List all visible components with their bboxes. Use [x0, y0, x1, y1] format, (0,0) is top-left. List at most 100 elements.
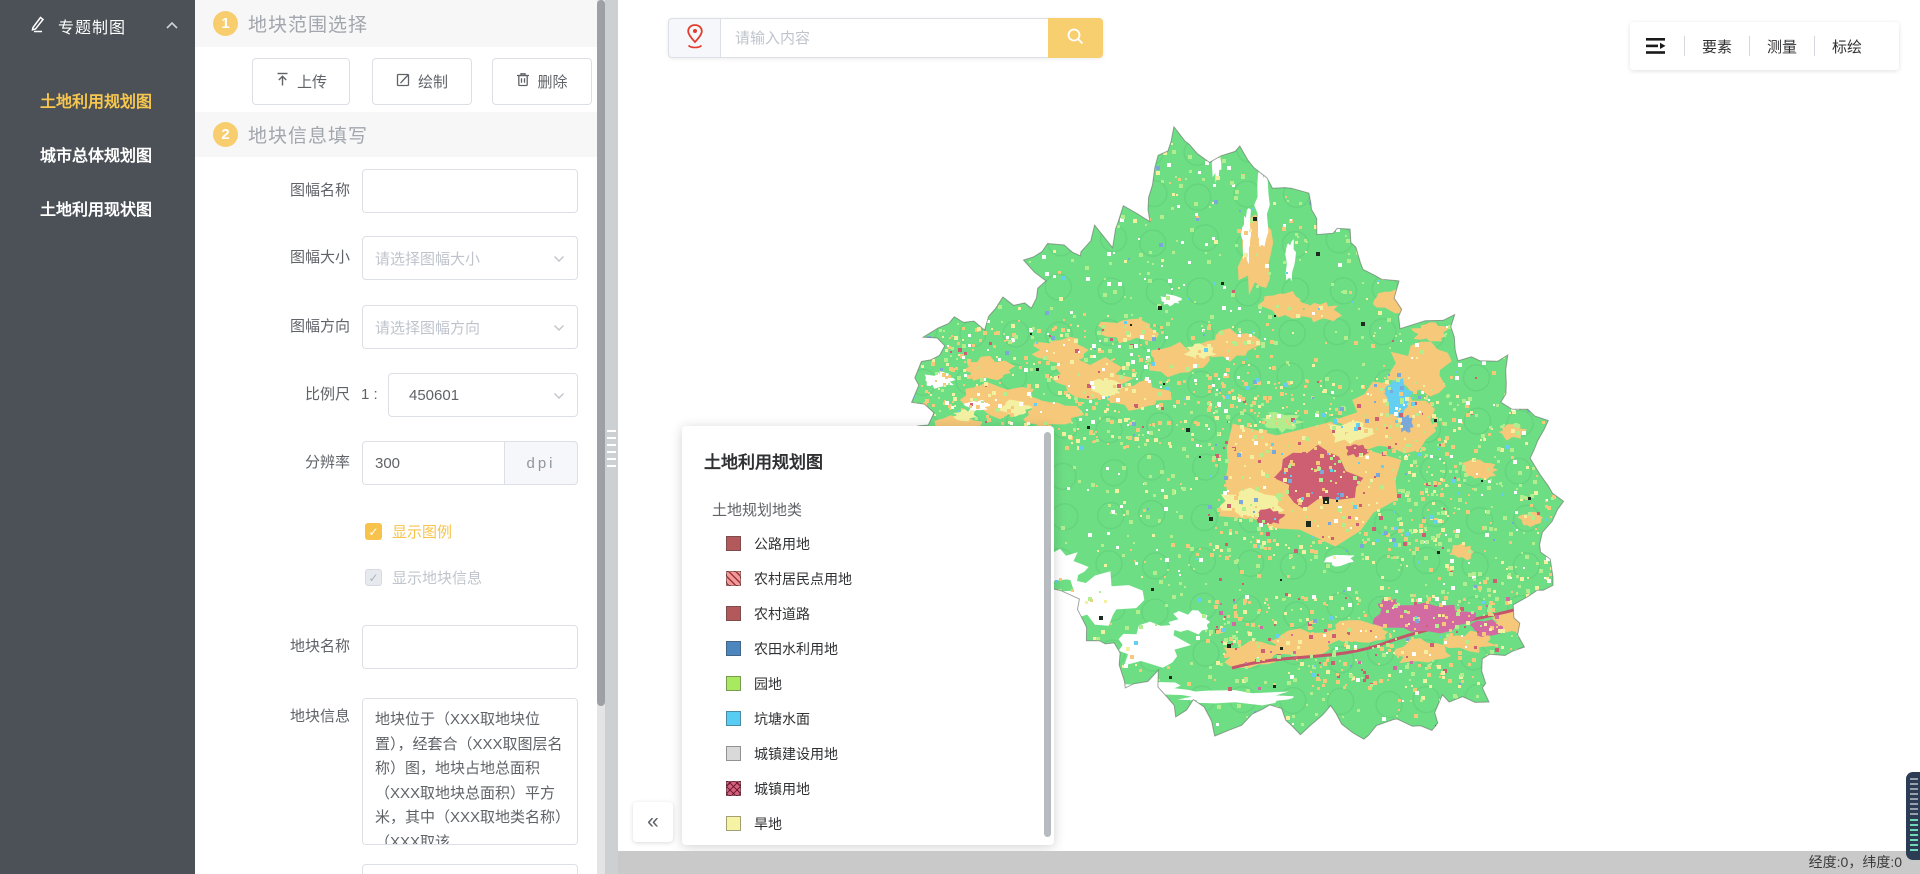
legend-list: 公路用地农村居民点用地 农村道路农田水利用地 园地坑塘水面城镇建设用地城镇用地旱地 — [682, 526, 1054, 841]
delete-button[interactable]: 删除 — [492, 58, 592, 105]
sidebar: 专题制图 土地利用规划图 城市总体规划图 土地利用现状图 — [0, 0, 195, 874]
scale-label: 比例尺 — [304, 386, 350, 403]
parcel-info-textarea[interactable]: 地块位于（XXX取地块位置），经套合（XXX取图层名称）图，地块占地总面积（XX… — [362, 698, 578, 845]
step-2-badge: 2 — [213, 122, 238, 147]
sidebar-item-1[interactable]: 土地利用规划图 — [40, 94, 153, 111]
parcel-name-input[interactable] — [363, 626, 577, 668]
resolution-label: 分辨率 — [304, 454, 350, 471]
show-parcel-info-checkbox: ✓ — [365, 569, 382, 586]
scale-select[interactable]: 450601 — [388, 373, 578, 417]
sheet-orientation-label: 图幅方向 — [289, 318, 350, 335]
legend-item-label: 农村居民点用地 — [754, 570, 852, 587]
legend-item-label: 农田水利用地 — [754, 640, 838, 657]
parcel-info-row: 地块信息 地块位于（XXX取地块位置），经套合（XXX取图层名称）图，地块占地总… — [195, 698, 600, 845]
section-2-title: 地块信息填写 — [248, 126, 369, 147]
chevron-down-icon — [553, 387, 565, 404]
sheet-orientation-placeholder: 请选择图幅方向 — [375, 319, 481, 337]
legend-item: 公路用地 — [726, 526, 1054, 561]
legend-swatch-solid — [726, 816, 741, 831]
layer-list-icon[interactable] — [1645, 38, 1668, 54]
legend-item-label: 园地 — [754, 675, 782, 692]
legend-item-label: 城镇建设用地 — [754, 745, 838, 762]
form-panel: 1 地块范围选择 上传 绘制 删除 2 地块信息填写 图幅名称 — [195, 0, 600, 874]
toolbar-divider — [1813, 36, 1815, 56]
delete-button-label: 删除 — [537, 74, 568, 91]
legend-item: 农村居民点用地 — [726, 561, 1054, 596]
panel-scrollbar-thumb[interactable] — [597, 0, 605, 706]
sheet-orientation-select[interactable]: 请选择图幅方向 — [362, 305, 578, 349]
legend-item: 坑塘水面 — [726, 701, 1054, 736]
toolbar-item-1[interactable]: 要素 — [1701, 38, 1732, 56]
sheet-name-row: 图幅名称 — [195, 169, 600, 213]
sidebar-item-3[interactable]: 土地利用现状图 — [40, 202, 153, 219]
edge-color-scrollbar[interactable] — [1906, 772, 1920, 860]
upload-button[interactable]: 上传 — [252, 58, 350, 105]
draw-button-label: 绘制 — [417, 74, 448, 91]
scale-row: 比例尺 1 : 450601 — [195, 373, 600, 417]
resolution-input[interactable] — [363, 442, 504, 484]
next-field-row — [195, 864, 600, 874]
sheet-size-select[interactable]: 请选择图幅大小 — [362, 236, 578, 280]
sheet-orientation-row: 图幅方向 请选择图幅方向 — [195, 305, 600, 349]
map-search-bar — [668, 18, 1103, 58]
coordinate-statusbar: 经度:0，纬度:0 — [618, 851, 1920, 874]
sidebar-item-2[interactable]: 城市总体规划图 — [40, 148, 153, 165]
legend-subtitle: 土地规划地类 — [712, 502, 803, 519]
pencil-icon — [28, 15, 46, 38]
gray-stripes — [1910, 778, 1918, 816]
legend-item-label: 公路用地 — [754, 535, 810, 552]
toolbar-item-3[interactable]: 标绘 — [1831, 38, 1862, 56]
section-parcel-info: 2 地块信息填写 — [195, 112, 600, 157]
legend-item: 园地 — [726, 666, 1054, 701]
location-picker-button[interactable] — [668, 18, 720, 58]
map-region-outline — [910, 125, 1565, 740]
sheet-name-input[interactable] — [363, 170, 577, 212]
legend-swatch-diagonal — [726, 571, 741, 586]
section-parcel-range: 1 地块范围选择 — [195, 0, 600, 47]
sheet-size-row: 图幅大小 请选择图幅大小 — [195, 236, 600, 280]
legend-item: 城镇建设用地 — [726, 736, 1054, 771]
trash-icon — [516, 72, 530, 91]
divider-grip-handle[interactable] — [607, 430, 616, 472]
show-legend-checkbox-row[interactable]: ✓ 显示图例 — [365, 521, 452, 542]
sidebar-header[interactable]: 专题制图 — [0, 0, 195, 52]
legend-swatch-solid — [726, 711, 741, 726]
collapse-panel-button[interactable]: « — [633, 802, 673, 842]
legend-item: 城镇用地 — [726, 771, 1054, 806]
legend-swatch-solid — [726, 536, 741, 551]
upload-button-label: 上传 — [296, 74, 327, 91]
scale-value: 450601 — [409, 386, 460, 404]
legend-item-label: 农村道路 — [754, 605, 810, 622]
toolbar-divider — [1683, 36, 1685, 56]
draw-button[interactable]: 绘制 — [372, 58, 472, 105]
legend-scrollbar-thumb[interactable] — [1044, 432, 1051, 837]
chevron-up-icon[interactable] — [165, 17, 179, 35]
search-button[interactable] — [1048, 18, 1103, 58]
parcel-info-label: 地块信息 — [289, 708, 350, 725]
search-input[interactable] — [720, 18, 1048, 58]
next-field-input[interactable] — [363, 865, 577, 874]
parcel-name-row: 地块名称 — [195, 625, 600, 669]
section-1-title: 地块范围选择 — [248, 15, 369, 36]
map-area: 要素 测量 标绘 土地利用规划图 土地规划地类 公路用地农村居民点用地农村道路农田水… — [618, 0, 1920, 874]
sheet-size-label: 图幅大小 — [289, 249, 350, 266]
toolbar-item-2[interactable]: 测量 — [1766, 38, 1797, 56]
teal-stripes — [1910, 819, 1918, 853]
legend-title: 土地利用规划图 — [704, 453, 823, 472]
legend-swatch-solid — [726, 641, 741, 656]
upload-icon — [275, 72, 290, 91]
chevron-down-icon — [553, 319, 565, 336]
toolbar-divider — [1748, 36, 1750, 56]
sheet-size-placeholder: 请选择图幅大小 — [375, 250, 481, 268]
chevron-down-icon — [553, 250, 565, 267]
legend-panel: 土地利用规划图 土地规划地类 公路用地农村居民点用地 农村道路农田水利用地 园地坑塘… — [682, 426, 1054, 845]
legend-item-label: 旱地 — [754, 815, 782, 832]
show-legend-label: 显示图例 — [392, 524, 453, 541]
show-parcel-info-label: 显示地块信息 — [392, 570, 483, 587]
show-legend-checkbox[interactable]: ✓ — [365, 523, 382, 540]
legend-item: 农村道路 — [726, 596, 1054, 631]
step-1-badge: 1 — [213, 11, 238, 36]
resolution-unit: dpi — [505, 441, 578, 485]
resolution-row: 分辨率 dpi — [195, 441, 600, 485]
